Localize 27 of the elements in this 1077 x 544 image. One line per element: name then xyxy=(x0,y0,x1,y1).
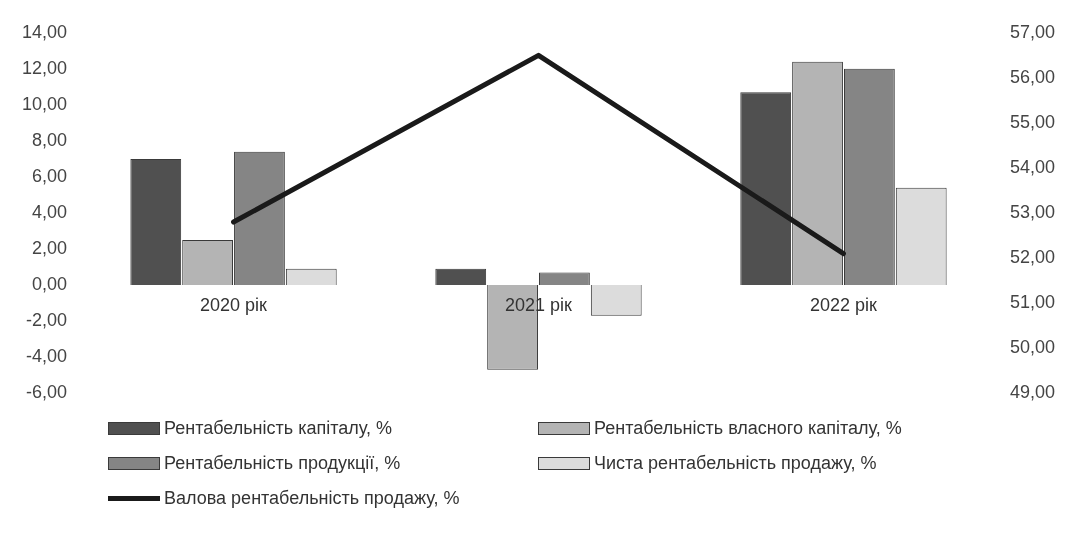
y-tick-label: 2,00 xyxy=(32,238,68,259)
x-tick-label: 2020 рік xyxy=(200,295,268,316)
y2-tick-label: 57,00 xyxy=(1009,21,1055,42)
y-tick-label: 12,00 xyxy=(22,57,68,78)
legend-label: Рентабельність капіталу, % xyxy=(164,418,392,439)
y2-tick-label: 53,00 xyxy=(1009,201,1055,222)
y2-tick-label: 52,00 xyxy=(1009,247,1055,268)
y-tick-label: -4,00 xyxy=(26,346,68,367)
y-tick-label: 8,00 xyxy=(32,129,68,150)
y2-tick-label: 51,00 xyxy=(1009,292,1055,313)
legend-label: Рентабельність власного капіталу, % xyxy=(594,418,902,439)
legend-label: Чиста рентабельність продажу, % xyxy=(594,453,877,474)
y-tick-label: 6,00 xyxy=(32,165,68,186)
y2-tick-label: 56,00 xyxy=(1009,66,1055,87)
y2-tick-label: 55,00 xyxy=(1009,111,1055,132)
y-tick-label: 14,00 xyxy=(22,21,68,42)
legend-label: Рентабельність продукції, % xyxy=(164,453,401,474)
y-tick-label: -6,00 xyxy=(26,382,68,403)
y2-tick-label: 50,00 xyxy=(1009,337,1055,358)
x-tick-label: 2022 рік xyxy=(810,295,878,316)
y2-tick-label: 49,00 xyxy=(1009,382,1055,403)
y-tick-label: 10,00 xyxy=(22,93,68,114)
y2-tick-label: 54,00 xyxy=(1009,156,1055,177)
y-tick-label: 4,00 xyxy=(32,201,68,222)
legend-label: Валова рентабельність продажу, % xyxy=(164,488,460,509)
y-tick-label: 0,00 xyxy=(32,274,68,295)
y-tick-label: -2,00 xyxy=(26,310,68,331)
